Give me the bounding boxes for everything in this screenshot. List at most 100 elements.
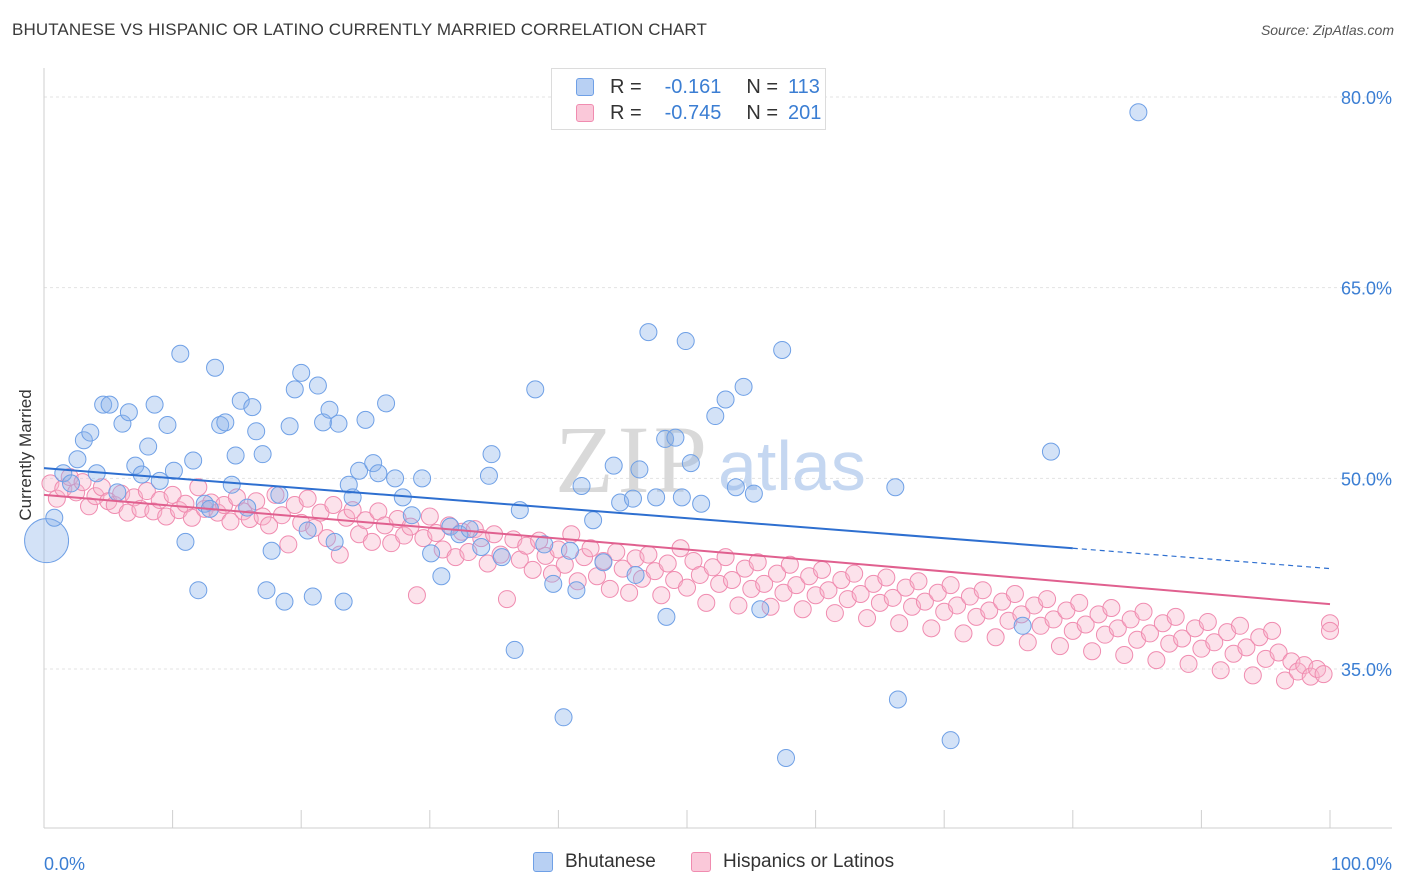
- bhutanese-point: [45, 508, 64, 527]
- bhutanese-point: [544, 574, 563, 593]
- bhutanese-point: [726, 478, 745, 497]
- hispanic-point: [845, 564, 864, 583]
- hispanic-point: [1108, 619, 1127, 638]
- hispanic-point: [697, 593, 716, 612]
- n-value: 113: [788, 75, 820, 98]
- hispanic-point: [395, 526, 414, 545]
- bhutanese-point: [226, 446, 245, 465]
- hispanic-point: [851, 585, 870, 604]
- bhutanese-point: [716, 390, 735, 409]
- bhutanese-point: [773, 340, 792, 359]
- legend-item-hispanic[interactable]: Hispanics or Latinos: [691, 851, 894, 873]
- bhutanese-point: [150, 471, 169, 490]
- hispanic-point: [780, 555, 799, 574]
- y-tick-label: 35.0%: [1341, 660, 1392, 680]
- hispanic-point: [163, 485, 182, 504]
- legend-label-bhutanese: Bhutanese: [565, 851, 656, 872]
- bhutanese-trend-line: [43, 467, 1073, 550]
- bhutanese-point: [377, 394, 396, 413]
- bhutanese-point: [572, 476, 591, 495]
- bhutanese-point: [303, 587, 322, 606]
- hispanic-point: [954, 624, 973, 643]
- bhutanese-point: [94, 395, 113, 414]
- hispanic-point: [1147, 651, 1166, 670]
- n-label: N =: [746, 75, 778, 98]
- bhutanese-point: [356, 410, 375, 429]
- bhutanese-point: [176, 532, 195, 551]
- hispanic-point: [324, 496, 343, 515]
- hispanic-point: [1205, 633, 1224, 652]
- r-label: R =: [610, 101, 642, 124]
- hispanic-point: [941, 576, 960, 595]
- hispanic-point: [260, 516, 279, 535]
- hispanic-point: [1012, 605, 1031, 624]
- hispanic-point: [1237, 638, 1256, 657]
- hispanic-point: [723, 571, 742, 590]
- bhutanese-point: [432, 567, 451, 586]
- hispanic-point: [877, 568, 896, 587]
- bhutanese-point: [630, 460, 649, 479]
- bhutanese-point: [334, 592, 353, 611]
- bhutanese-point: [623, 489, 642, 508]
- bhutanese-point: [734, 377, 753, 396]
- hispanic-point: [980, 601, 999, 620]
- hispanic-point: [1044, 610, 1063, 629]
- hispanic-point: [787, 576, 806, 595]
- bhutanese-point: [422, 544, 441, 563]
- hispanic-point: [182, 508, 201, 527]
- bhutanese-point: [139, 437, 158, 456]
- bhutanese-point: [604, 456, 623, 475]
- hispanic-point: [1038, 590, 1057, 609]
- hispanic-point: [247, 492, 266, 511]
- hispanic-point: [748, 553, 767, 572]
- hispanic-point: [1263, 621, 1282, 640]
- bhutanese-point: [681, 454, 700, 473]
- bhutanese-point: [325, 532, 344, 551]
- hispanic-point: [420, 507, 439, 526]
- hispanic-point: [1140, 624, 1159, 643]
- hispanic-point: [279, 535, 298, 554]
- bhutanese-point: [222, 475, 241, 494]
- legend-item-bhutanese[interactable]: Bhutanese: [533, 851, 656, 873]
- bhutanese-point: [74, 431, 93, 450]
- bhutanese-point: [751, 600, 770, 619]
- hispanic-point: [1018, 633, 1037, 652]
- bhutanese-point: [1041, 442, 1060, 461]
- hispanic-point: [581, 539, 600, 558]
- bhutanese-point: [184, 451, 203, 470]
- bhutanese-point: [535, 535, 554, 554]
- bhutanese-point: [253, 445, 272, 464]
- hispanic-point: [523, 560, 542, 579]
- bhutanese-point: [126, 456, 145, 475]
- bhutanese-point: [554, 708, 573, 727]
- bhutanese-point: [626, 565, 645, 584]
- bhutanese-point: [777, 748, 796, 767]
- bhutanese-point: [369, 464, 388, 483]
- series-legend: Bhutanese Hispanics or Latinos: [0, 851, 1406, 877]
- bhutanese-point: [666, 428, 685, 447]
- hispanic-point: [1314, 665, 1333, 684]
- bhutanese-point: [206, 358, 225, 377]
- y-tick-labels: 35.0% 50.0% 65.0% 80.0%: [1341, 88, 1392, 680]
- hispanic-point: [755, 574, 774, 593]
- bhutanese-point: [560, 541, 579, 560]
- bhutanese-point: [119, 403, 138, 422]
- hispanic-point: [948, 596, 967, 615]
- bhutanese-point: [1129, 103, 1148, 122]
- bhutanese-point: [441, 517, 460, 536]
- bhutanese-point: [350, 461, 369, 480]
- bhutanese-point: [526, 380, 545, 399]
- hispanic-point: [1134, 602, 1153, 621]
- bhutanese-point: [657, 607, 676, 626]
- stats-row-bhutanese: R = -0.161 N = 113: [576, 75, 820, 99]
- bhutanese-swatch: [576, 78, 594, 96]
- hispanic-point: [761, 597, 780, 616]
- hispanic-point: [639, 545, 658, 564]
- hispanic-point: [883, 588, 902, 607]
- bhutanese-point: [145, 395, 164, 414]
- hispanic-swatch: [576, 104, 594, 122]
- x-tick-label: 0.0%: [44, 854, 85, 874]
- hispanic-point: [825, 604, 844, 623]
- hispanic-point: [555, 555, 574, 574]
- hispanic-point: [768, 564, 787, 583]
